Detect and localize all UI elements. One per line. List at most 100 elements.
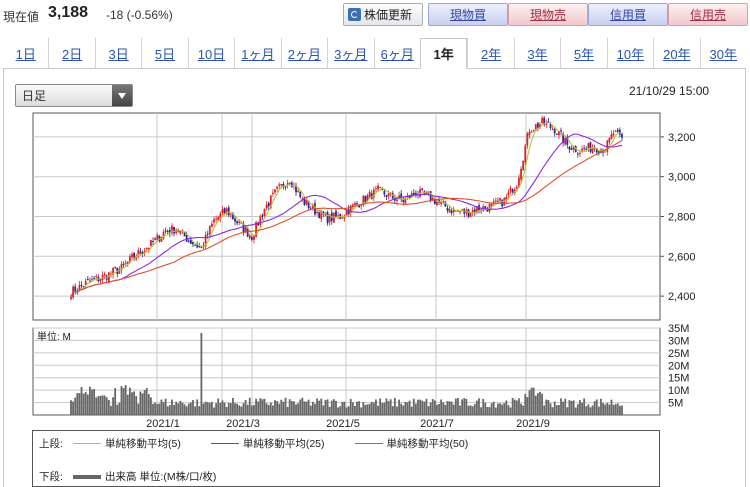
candle-body: [421, 188, 424, 190]
tab-period[interactable]: 10年: [606, 38, 653, 69]
volume-bar: [253, 404, 255, 415]
candle-body: [377, 185, 379, 190]
volume-bar: [263, 398, 266, 415]
candle-body: [160, 236, 163, 242]
update-price-button[interactable]: 株価更新: [343, 3, 423, 26]
candle-body: [600, 149, 602, 154]
volume-tick-label: 5M: [668, 398, 683, 410]
tab-period[interactable]: 1日: [15, 47, 36, 62]
volume-bar: [614, 404, 617, 415]
tab-period[interactable]: 10日: [187, 38, 234, 69]
volume-bar: [591, 405, 594, 415]
candle-body: [358, 205, 361, 208]
volume-bar: [467, 405, 470, 415]
tab-period[interactable]: 2ヶ月: [280, 38, 327, 69]
candle-body: [286, 183, 289, 186]
candle-body: [133, 252, 135, 258]
volume-bar: [150, 397, 152, 415]
volume-bar: [76, 393, 79, 415]
candle-body: [610, 134, 613, 139]
candle-body: [242, 223, 245, 233]
spot-sell-button[interactable]: 現物売: [508, 3, 588, 26]
candle-body: [257, 223, 260, 226]
candle-body: [621, 133, 623, 138]
volume-bar: [166, 406, 169, 415]
legend-ma25: 単純移動平均(25): [210, 436, 325, 451]
tab-period[interactable]: 5年: [560, 38, 606, 69]
tab-period[interactable]: 30年: [699, 38, 746, 69]
candle-body: [211, 223, 213, 227]
volume-bar: [522, 405, 525, 415]
tab-period[interactable]: 6ヶ月: [373, 38, 420, 69]
candle-body: [316, 211, 318, 214]
volume-bar: [72, 401, 75, 415]
tab-period[interactable]: 1年: [419, 38, 468, 69]
margin-buy-button[interactable]: 信用買: [588, 3, 668, 26]
volume-bar: [137, 403, 140, 415]
interval-select[interactable]: 日足: [15, 84, 133, 107]
tab-period[interactable]: 1ヶ月: [234, 38, 280, 69]
candle-body: [528, 131, 531, 136]
tab-period[interactable]: 3ヶ月: [327, 38, 373, 69]
tab-period[interactable]: 2年: [467, 38, 513, 69]
tab-period[interactable]: 5日: [141, 38, 187, 69]
volume-bar: [227, 402, 230, 415]
volume-bar: [555, 405, 558, 415]
volume-bar: [267, 405, 270, 415]
candle-body: [581, 148, 583, 152]
margin-sell-button[interactable]: 信用売: [668, 3, 748, 26]
volume-bar: [497, 403, 499, 415]
candle-body: [351, 204, 354, 207]
candle-body: [385, 195, 388, 198]
candle-body: [402, 199, 405, 203]
candle-body: [259, 216, 262, 225]
candle-body: [227, 207, 230, 216]
volume-bar: [431, 399, 434, 415]
candle-body: [530, 131, 533, 133]
volume-bar: [282, 401, 285, 415]
volume-bar: [70, 400, 72, 415]
candle-body: [400, 193, 403, 200]
chevron-down-icon[interactable]: [112, 85, 132, 106]
candle-body: [112, 268, 114, 275]
volume-bar: [204, 401, 207, 415]
volume-bar: [259, 398, 262, 415]
candle-body: [145, 248, 148, 250]
candle-body: [78, 284, 81, 290]
legend-volume-label: 出来高 単位:(M株/口/枚): [105, 471, 217, 483]
volume-bar: [438, 404, 440, 415]
volume-bar: [547, 399, 550, 415]
period-tabs: 1日 2日 3日 5日 10日 1ヶ月 2ヶ月 3ヶ月 6ヶ月 1年 2年 3年 5年 10年 20年 30年: [3, 38, 746, 69]
volume-bar: [208, 402, 211, 415]
candle-body: [452, 208, 455, 213]
volume-bar: [362, 402, 365, 415]
volume-bar: [280, 399, 283, 415]
candle-body: [616, 129, 619, 132]
volume-bar: [360, 407, 363, 415]
candle-body: [431, 197, 434, 201]
candle-body: [349, 205, 352, 214]
volume-bar: [139, 391, 142, 415]
candle-body: [595, 148, 598, 153]
candle-body: [238, 221, 241, 223]
candle-body: [208, 226, 211, 235]
volume-bar: [444, 404, 447, 415]
volume-bar: [410, 406, 413, 415]
volume-bar: [461, 399, 464, 415]
volume-bar: [593, 401, 596, 415]
tab-period[interactable]: 3日: [94, 38, 141, 69]
candle-body: [93, 278, 96, 280]
volume-bar: [396, 406, 398, 415]
volume-bar: [213, 407, 215, 415]
volume-bar: [198, 406, 201, 415]
tab-period[interactable]: 2日: [48, 38, 94, 69]
candle-body: [492, 201, 495, 204]
candle-body: [341, 217, 344, 219]
volume-bar: [278, 403, 281, 415]
tab-period[interactable]: 20年: [653, 38, 699, 69]
volume-bar: [583, 398, 586, 415]
volume-bar: [442, 402, 445, 415]
spot-buy-button[interactable]: 現物買: [428, 3, 508, 26]
tab-period[interactable]: 3年: [513, 38, 560, 69]
candle-body: [110, 273, 112, 275]
